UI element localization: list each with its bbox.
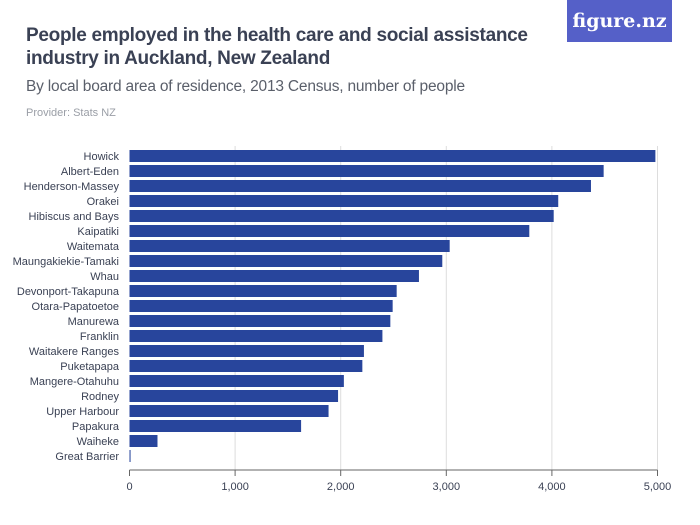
- category-label: Mangere-Otahuhu: [30, 376, 119, 388]
- x-tick-label: 3,000: [433, 481, 461, 493]
- category-label: Albert-Eden: [61, 166, 119, 178]
- x-tick-label: 1,000: [221, 481, 249, 493]
- bar-puketapapa: [129, 360, 363, 372]
- category-label: Waitemata: [67, 241, 120, 253]
- provider-label: Provider: Stats NZ: [26, 107, 116, 119]
- chart-title: People employed in the health care and s…: [26, 25, 528, 69]
- bar-waiheke: [129, 435, 158, 447]
- bar-otara-papatoetoe: [129, 300, 393, 312]
- category-label: Kaipatiki: [77, 226, 119, 238]
- x-tick-label: 4,000: [538, 481, 566, 493]
- bar-howick: [129, 150, 656, 162]
- bar-great-barrier: [129, 450, 131, 462]
- bar-orakei: [129, 195, 559, 207]
- category-label: Howick: [84, 151, 120, 163]
- bar-manurewa: [129, 315, 391, 327]
- category-label: Hibiscus and Bays: [29, 211, 120, 223]
- category-label: Upper Harbour: [46, 406, 119, 418]
- bar-whau: [129, 270, 419, 282]
- bar-franklin: [129, 330, 383, 342]
- category-label: Henderson-Massey: [24, 181, 120, 193]
- bar-waitakere-ranges: [129, 345, 364, 357]
- x-tick-label: 5,000: [644, 481, 672, 493]
- category-label: Rodney: [81, 391, 119, 403]
- bar-hibiscus-and-bays: [129, 210, 554, 222]
- bar-maungakiekie-tamaki: [129, 255, 443, 267]
- bar-rodney: [129, 390, 339, 402]
- bar-kaipatiki: [129, 225, 530, 237]
- category-label: Waiheke: [77, 436, 119, 448]
- x-tick-label: 2,000: [327, 481, 355, 493]
- category-label: Great Barrier: [55, 451, 119, 463]
- category-label: Puketapapa: [60, 361, 120, 373]
- x-tick-label: 0: [126, 481, 132, 493]
- category-label: Otara-Papatoetoe: [32, 301, 119, 313]
- category-label: Waitakere Ranges: [29, 346, 120, 358]
- bar-waitemata: [129, 240, 450, 252]
- category-label: Orakei: [87, 196, 119, 208]
- bar-albert-eden: [129, 165, 604, 177]
- chart-subtitle: By local board area of residence, 2013 C…: [26, 78, 465, 95]
- bar-mangere-otahuhu: [129, 375, 344, 387]
- bar-henderson-massey: [129, 180, 591, 192]
- bar-devonport-takapuna: [129, 285, 397, 297]
- category-label: Papakura: [72, 421, 120, 433]
- category-label: Devonport-Takapuna: [17, 286, 120, 298]
- category-label: Manurewa: [68, 316, 120, 328]
- bar-papakura: [129, 420, 302, 432]
- category-label: Maungakiekie-Tamaki: [13, 256, 119, 268]
- figure-nz-logo[interactable]: figure.nz: [567, 0, 672, 42]
- bar-upper-harbour: [129, 405, 329, 417]
- category-label: Franklin: [80, 331, 119, 343]
- category-label: Whau: [90, 271, 119, 283]
